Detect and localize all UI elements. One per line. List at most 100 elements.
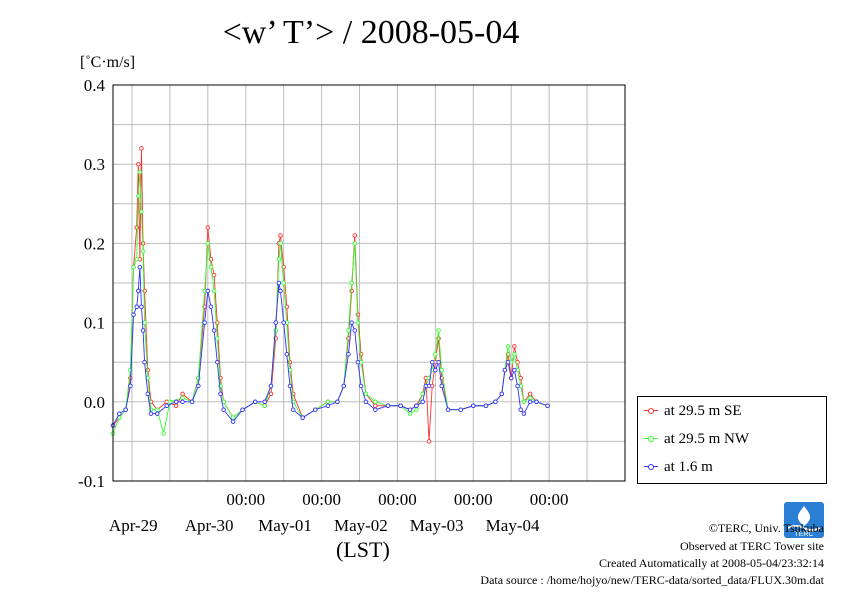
series-line-1 — [112, 172, 548, 434]
data-point — [139, 146, 144, 151]
data-point — [429, 359, 435, 365]
footer-created: Created Automatically at 2008-05-04/23:3… — [599, 556, 824, 570]
data-point — [349, 320, 354, 325]
data-point — [439, 367, 444, 373]
data-point — [426, 383, 432, 389]
data-point — [161, 431, 166, 436]
data-point — [215, 336, 220, 341]
data-point — [433, 352, 438, 357]
data-point — [154, 407, 160, 412]
data-point — [117, 411, 122, 416]
data-point — [363, 391, 369, 397]
data-point — [273, 320, 279, 325]
x-date-label: Apr-30 — [185, 516, 234, 535]
data-point — [521, 411, 527, 416]
footer-observed: Observed at TERC Tower site — [679, 539, 824, 553]
plot-frame — [112, 84, 626, 482]
data-point — [211, 328, 217, 333]
axis-labels: -0.1 0.0 0.1 0.2 0.3 0.4 00:00 00:00 00:00 00:00 0… — [78, 76, 568, 535]
data-point — [134, 256, 139, 262]
data-point — [137, 169, 143, 175]
data-point — [128, 367, 133, 373]
data-point — [349, 280, 354, 286]
data-point — [131, 312, 136, 317]
data-point — [240, 407, 245, 412]
data-point — [252, 399, 258, 405]
data-point — [123, 407, 128, 412]
data-point — [521, 399, 527, 405]
data-point — [407, 407, 413, 412]
data-point — [136, 161, 141, 167]
data-point — [341, 383, 346, 389]
data-point — [173, 399, 179, 405]
data-point — [355, 359, 361, 365]
data-point — [211, 272, 217, 278]
data-point — [325, 399, 331, 405]
x-date-label: May-02 — [334, 516, 388, 535]
data-point — [218, 391, 223, 397]
data-point — [287, 383, 293, 389]
data-point — [202, 320, 207, 325]
data-point — [278, 233, 283, 238]
data-point — [230, 419, 236, 424]
data-point — [180, 399, 185, 405]
legend-swatch-nw — [644, 434, 658, 444]
data-point — [439, 383, 444, 389]
data-point — [373, 399, 378, 405]
data-point — [358, 383, 364, 389]
data-point — [268, 383, 274, 389]
legend-label-1-6m: at 1.6 m — [664, 458, 713, 475]
y-tick-label: 0.1 — [84, 314, 105, 333]
y-axis-unit: [˚C·m/s] — [80, 54, 136, 71]
data-point — [164, 403, 169, 409]
data-point — [189, 399, 195, 405]
x-date-label: May-01 — [258, 516, 312, 535]
y-tick-label: 0.0 — [84, 393, 105, 412]
svg-text:TERC: TERC — [794, 531, 813, 538]
chart-legend: at 29.5 m SE at 29.5 m NW at 1.6 m — [637, 396, 827, 484]
legend-swatch-se — [644, 406, 658, 416]
footer-copyright: ©TERC, Univ. Tsukuba — [708, 521, 824, 535]
data-point — [358, 352, 364, 357]
data-point — [300, 415, 305, 420]
data-point — [515, 383, 520, 389]
data-point — [505, 344, 511, 349]
data-point — [142, 320, 147, 325]
footer-source: Data source : /home/hojyo/new/TERC-data/… — [480, 573, 824, 587]
data-point — [426, 439, 432, 444]
data-point — [230, 415, 236, 420]
x-date-label: Apr-29 — [109, 516, 158, 535]
data-point — [325, 403, 331, 409]
data-point — [352, 241, 358, 246]
x-date-label: May-04 — [486, 516, 540, 535]
chart-grid — [113, 84, 625, 482]
data-point — [414, 407, 419, 412]
data-point — [385, 403, 391, 409]
data-point — [313, 407, 318, 412]
data-point — [363, 399, 369, 405]
data-point — [140, 328, 146, 333]
legend-entry-1-6m: at 1.6 m — [644, 458, 713, 476]
y-tick-label: 0.2 — [84, 234, 105, 253]
data-point — [508, 375, 514, 381]
data-point — [148, 411, 154, 416]
x-tick-label: 00:00 — [454, 490, 493, 509]
data-point — [278, 288, 283, 294]
data-point — [284, 352, 290, 357]
data-point — [398, 403, 403, 409]
x-tick-label: 00:00 — [302, 490, 341, 509]
data-point — [215, 359, 220, 365]
data-point — [167, 399, 173, 405]
data-point — [281, 280, 286, 286]
data-point — [483, 403, 489, 409]
x-tick-label: 00:00 — [530, 490, 569, 509]
data-point — [208, 264, 214, 270]
series-line-0 — [112, 148, 548, 442]
data-point — [180, 395, 185, 401]
data-point — [407, 411, 413, 416]
data-point — [128, 383, 133, 389]
series-layer — [110, 146, 550, 444]
data-point — [436, 359, 441, 365]
data-point — [420, 399, 425, 405]
